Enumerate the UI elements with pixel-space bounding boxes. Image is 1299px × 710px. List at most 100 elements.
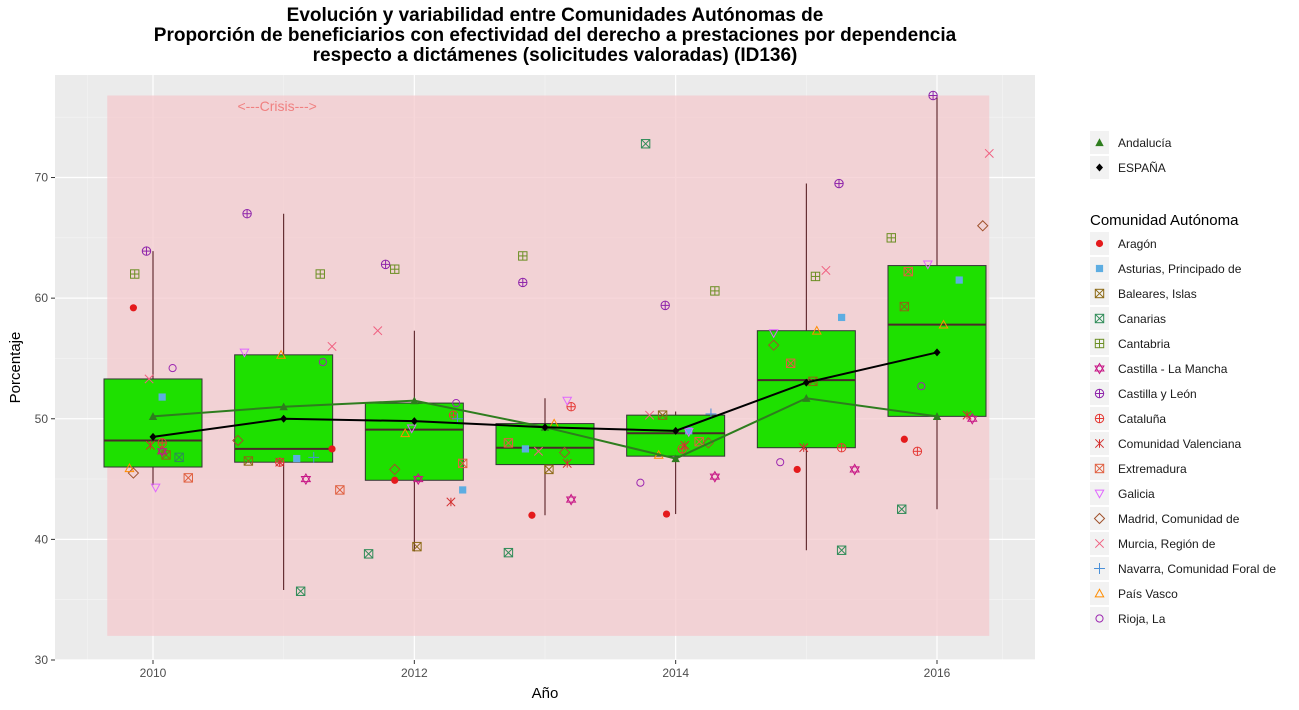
point-2-6-part [899, 301, 910, 312]
series-point-0-0-part [148, 412, 158, 420]
point-7-0 [157, 438, 167, 448]
series-point-1-6 [933, 348, 941, 357]
point-2-3 [544, 464, 554, 475]
point-15-5 [917, 382, 926, 391]
point-1-6-part [955, 276, 963, 284]
point-11-2-part [388, 463, 401, 476]
point-10-6 [922, 260, 933, 270]
legend-marker-4 [1094, 338, 1105, 349]
point-5-5-part [849, 463, 860, 473]
x-tick-label: 2010 [140, 666, 167, 680]
point-2-0-part [161, 450, 171, 460]
y-tick-label: 30 [35, 653, 49, 667]
point-8-5 [799, 443, 809, 453]
point-2-1 [243, 456, 254, 466]
legend-item-8-label: Comunidad Valenciana [1118, 437, 1242, 451]
point-5-2 [412, 473, 424, 486]
legend-title: Comunidad Autónoma [1090, 212, 1239, 229]
legend-marker-9 [1094, 463, 1105, 474]
series-point-1-0-part [149, 432, 157, 441]
series-point-1-5 [802, 378, 810, 387]
point-9-3-part [503, 438, 513, 448]
point-5-5-part [849, 466, 860, 476]
point-3-1-part [296, 586, 306, 596]
legend-item-7-label: Cataluña [1118, 412, 1166, 426]
point-5-4-part [709, 473, 721, 483]
point-0-6 [900, 435, 908, 443]
point-3-6-part [897, 504, 907, 514]
point-8-6-part [962, 410, 972, 420]
point-10-4-part [683, 428, 694, 438]
point-0-5 [793, 465, 801, 474]
point-1-3-part [521, 445, 529, 453]
point-3-5-part [836, 545, 847, 555]
point-5-3 [565, 493, 577, 506]
point-10-3-part [562, 396, 573, 406]
point-11-6-part [976, 220, 989, 232]
point-2-6-part [899, 302, 909, 312]
point-1-0-part [158, 393, 166, 401]
point-15-1 [318, 358, 327, 367]
point-14-5 [811, 325, 822, 335]
legend-marker-3 [1094, 313, 1105, 324]
point-2-4-part [657, 410, 668, 420]
point-5-0-part [156, 445, 168, 455]
point-11-3-part [558, 446, 571, 459]
point-1-1 [293, 454, 301, 463]
point-13-0 [308, 451, 320, 463]
point-12-4-part [644, 410, 655, 420]
point-15-4 [776, 458, 785, 467]
point-9-5-part [786, 358, 796, 368]
legend-item-15-label: Rioja, La [1118, 612, 1166, 626]
plot-area: <---Crisis---> [55, 75, 1035, 661]
legend-item-5-key [1090, 357, 1109, 380]
point-3-6 [897, 504, 907, 514]
point-3-0-part [174, 452, 184, 462]
point-9-0-part [183, 473, 193, 483]
point-10-5-part [768, 329, 779, 339]
point-0-3 [528, 511, 536, 519]
point-0-0 [129, 304, 137, 312]
point-12-1-part [327, 341, 337, 351]
point-5-5 [849, 463, 860, 476]
point-5-1 [300, 473, 312, 486]
point-11-1 [232, 434, 244, 447]
point-4-6 [886, 233, 896, 243]
legend-marker-3-part [1094, 313, 1105, 324]
point-2-1-part [243, 456, 253, 466]
point-9-4-part [694, 436, 704, 447]
point-1-2-part [459, 486, 467, 494]
point-6-4 [660, 300, 670, 311]
point-9-6-part [903, 267, 913, 277]
chart-title-line-1: Evolución y variabilidad entre Comunidad… [286, 5, 824, 26]
point-1-6 [955, 276, 963, 284]
point-12-5-part [821, 265, 831, 275]
point-1-5-part [838, 313, 846, 322]
x-axis-title: Año [532, 685, 559, 702]
point-0-1 [328, 445, 336, 453]
series-point-1-3-part [541, 423, 549, 432]
legend-marker-11-part [1093, 512, 1106, 525]
legend: Andalucía ESPAÑA Comunidad Autónoma Aragón A… [1090, 131, 1276, 630]
point-12-3 [533, 446, 544, 456]
point-8-4 [680, 440, 690, 450]
legend-marker-5 [1094, 362, 1105, 375]
y-tick-label: 70 [35, 171, 49, 185]
legend-item-13-label: Navarra, Comunidad Foral de [1118, 562, 1276, 576]
axes: 30 40 50 60 70 2010 2012 2014 2016 Año Porcentaje [7, 171, 951, 702]
legend-marker-top-1 [1096, 163, 1103, 172]
point-14-2-part [400, 428, 411, 438]
x-tick-label: 2012 [401, 666, 428, 680]
point-3-4 [640, 139, 651, 149]
series-point-0-5 [802, 394, 811, 402]
point-4-1 [315, 269, 325, 279]
legend-marker-3-part [1094, 313, 1105, 324]
point-1-2 [459, 486, 467, 494]
point-3-4-part [641, 139, 651, 149]
point-2-6 [899, 301, 910, 312]
point-0-2 [391, 476, 399, 484]
point-3-0-part [174, 452, 184, 463]
point-3-5-part [837, 545, 847, 555]
legend-item-0-label: Aragón [1118, 237, 1157, 251]
point-5-4-part [709, 470, 721, 480]
